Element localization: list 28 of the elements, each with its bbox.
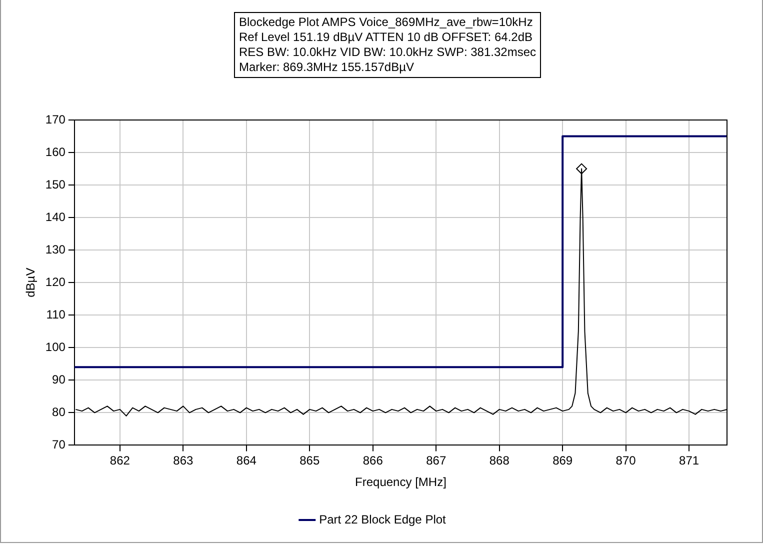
x-tick-label: 871 [679, 454, 700, 468]
y-tick-label: 170 [45, 112, 66, 126]
x-tick-label: 864 [236, 454, 257, 468]
chart-title: Blockedge Plot AMPS Voice_869MHz_ave_rbw=10kHz [239, 15, 534, 30]
y-tick-label: 130 [45, 242, 66, 256]
text: RES BW: 10.0kHz VID BW: 10.0kHz SWP: 381.32msec [239, 45, 536, 60]
x-tick-label: 870 [616, 454, 636, 468]
x-tick-label: 868 [489, 454, 510, 468]
y-axis-title: dBµV [24, 268, 38, 298]
y-tick-label: 150 [45, 177, 66, 192]
y-tick-label: 100 [45, 340, 66, 354]
text: Ref Level 151.19 dBµV ATTEN 10 dB OFFSET: 64.2dB [239, 30, 534, 45]
y-tick-label: 120 [45, 274, 66, 289]
x-axis-title: Frequency [MHz] [355, 475, 446, 490]
y-tick-label: 110 [46, 307, 66, 322]
legend-label: Part 22 Block Edge Plot [319, 512, 447, 526]
x-tick-label: 863 [173, 454, 194, 468]
text: Marker: 869.3MHz 155.157dBµV [239, 60, 416, 75]
x-tick-label: 862 [110, 454, 130, 468]
x-tick-label: 866 [362, 454, 384, 468]
x-tick-label: 865 [300, 454, 320, 468]
y-tick-label: 80 [52, 404, 66, 419]
y-tick-label: 160 [45, 144, 66, 159]
y-tick-label: 140 [45, 210, 66, 224]
x-tick-label: 869 [552, 454, 573, 468]
y-tick-label: 90 [52, 372, 66, 386]
y-tick-label: 70 [52, 438, 66, 452]
x-tick-label: 867 [426, 454, 446, 468]
